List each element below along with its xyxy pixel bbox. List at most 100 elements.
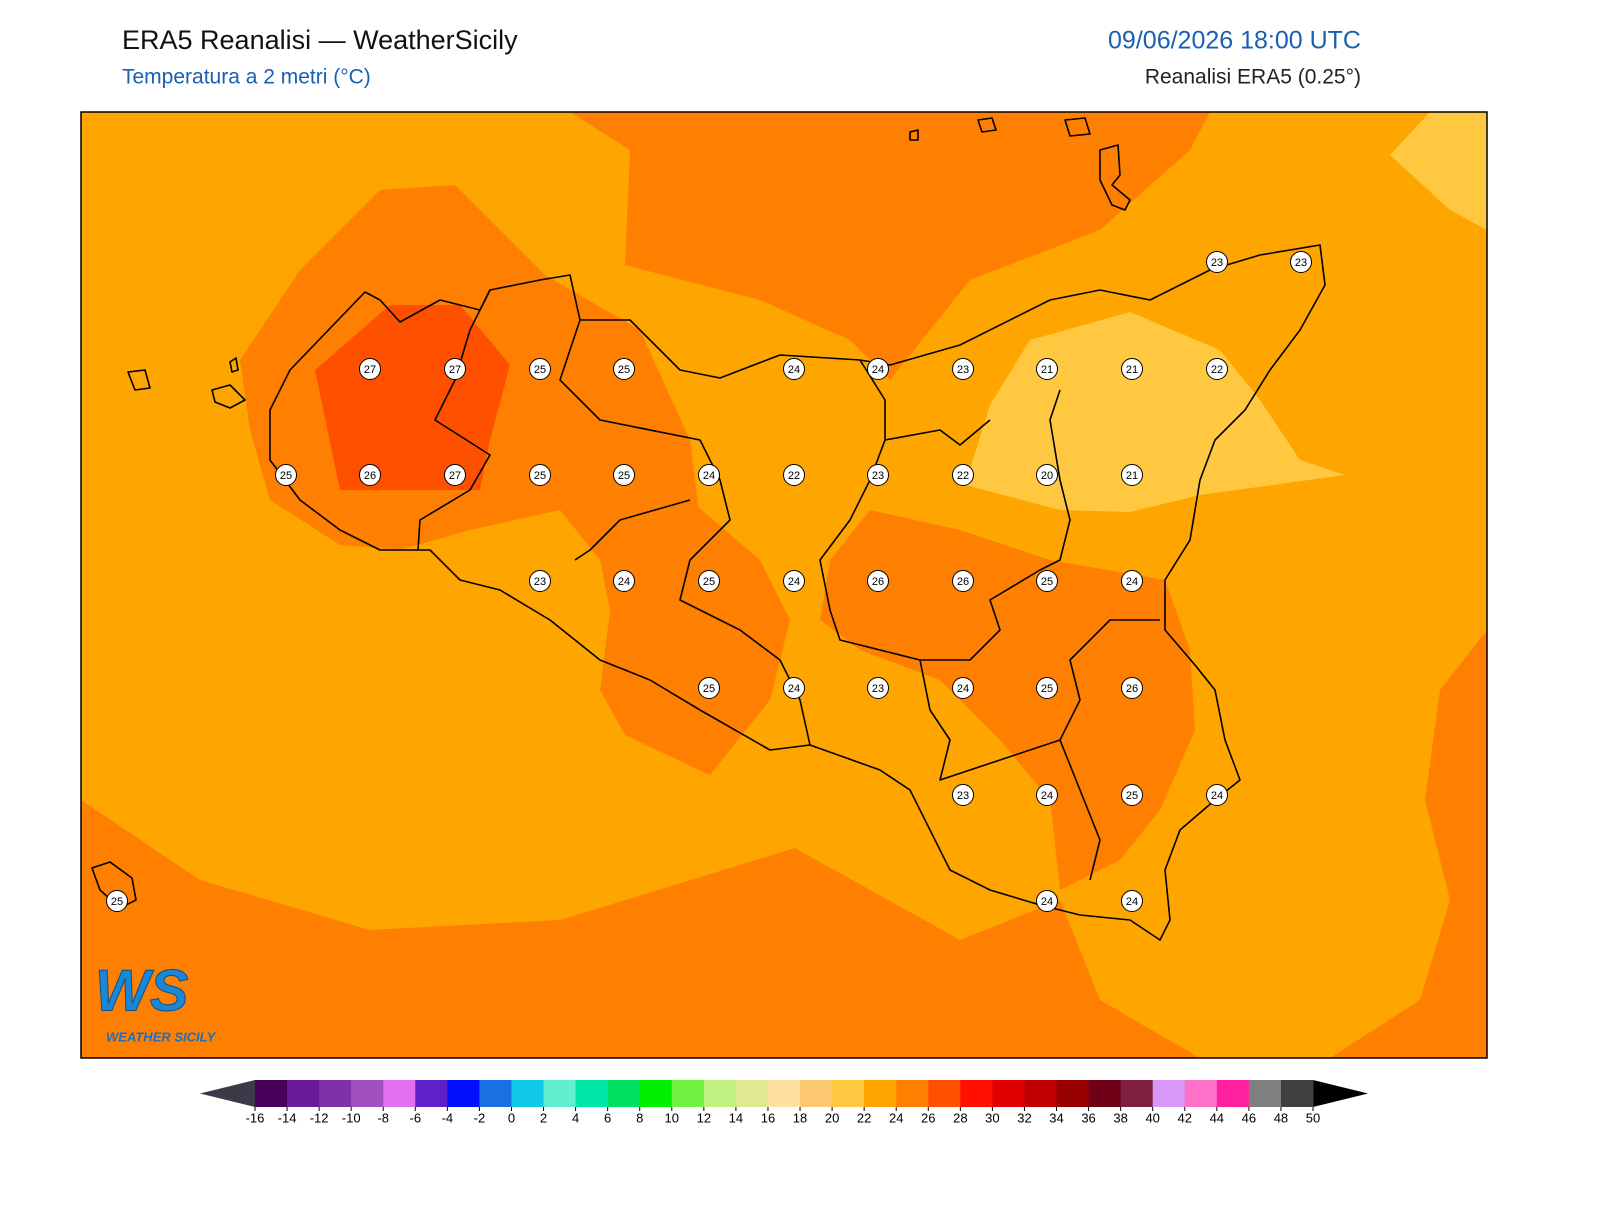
station-value: 26 bbox=[957, 576, 969, 588]
subtitle: Temperatura a 2 metri (°C) bbox=[122, 66, 371, 89]
colorbar-tick-label: 50 bbox=[1306, 1110, 1320, 1125]
station-marker bbox=[1121, 677, 1143, 699]
colorbar-bin bbox=[992, 1080, 1025, 1107]
station-marker bbox=[783, 464, 805, 486]
station-value: 24 bbox=[1126, 576, 1138, 588]
datetime: 09/06/2026 18:00 UTC bbox=[1108, 27, 1361, 55]
logo: WS WEATHER SICILY bbox=[95, 958, 217, 1045]
station-value: 27 bbox=[449, 470, 461, 482]
station-value: 23 bbox=[1211, 257, 1223, 269]
station-value: 23 bbox=[1295, 257, 1307, 269]
colorbar-bin bbox=[287, 1080, 320, 1107]
station-value: 23 bbox=[534, 576, 546, 588]
station-value: 24 bbox=[1126, 896, 1138, 908]
colorbar-bin bbox=[896, 1080, 929, 1107]
colorbar-bin bbox=[832, 1080, 865, 1107]
station-marker bbox=[1036, 890, 1058, 912]
station-value: 22 bbox=[957, 470, 969, 482]
colorbar-tick-label: 2 bbox=[540, 1110, 547, 1125]
colorbar-tick-label: 30 bbox=[985, 1110, 999, 1125]
contour-26-28 bbox=[315, 305, 510, 490]
station-marker bbox=[359, 358, 381, 380]
station-marker bbox=[783, 570, 805, 592]
station-marker bbox=[529, 358, 551, 380]
station-value: 24 bbox=[788, 683, 800, 695]
colorbar-bin bbox=[607, 1080, 641, 1107]
station-marker bbox=[952, 358, 974, 380]
colorbar-tick-label: 22 bbox=[857, 1110, 871, 1125]
colorbar-tick-label: 32 bbox=[1017, 1110, 1031, 1125]
colorbar-bin bbox=[447, 1080, 480, 1107]
station-value: 25 bbox=[618, 364, 630, 376]
station-marker bbox=[444, 464, 466, 486]
station-marker bbox=[275, 464, 297, 486]
station-marker bbox=[1206, 251, 1228, 273]
logo-mark: WS bbox=[95, 958, 189, 1023]
colorbar-tick-label: 34 bbox=[1049, 1110, 1063, 1125]
station-value: 24 bbox=[788, 364, 800, 376]
station-marker bbox=[698, 677, 720, 699]
map-frame bbox=[80, 111, 1488, 1059]
station-marker bbox=[698, 464, 720, 486]
station-value: 25 bbox=[534, 364, 546, 376]
station-marker bbox=[867, 677, 889, 699]
station-value: 20 bbox=[1041, 470, 1053, 482]
colorbar: -16 -14 -12 -10 -8 -6 -4 -2 0 2 4 6 8 10 12 14 16 18 20 22 2… bbox=[200, 1080, 1368, 1125]
colorbar-bin bbox=[703, 1080, 737, 1107]
colorbar-bin bbox=[543, 1080, 577, 1107]
colorbar-tick-label: 40 bbox=[1145, 1110, 1159, 1125]
colorbar-bin bbox=[639, 1080, 673, 1107]
colorbar-bin bbox=[1056, 1080, 1090, 1107]
colorbar-tick-label: -4 bbox=[442, 1110, 454, 1125]
colorbar-tick-label: 26 bbox=[921, 1110, 935, 1125]
colorbar-bin bbox=[351, 1080, 384, 1107]
coastline bbox=[269, 244, 1326, 941]
station-marker bbox=[867, 358, 889, 380]
colorbar-bin bbox=[671, 1080, 705, 1107]
station-value: 23 bbox=[957, 364, 969, 376]
colorbar-bin bbox=[1248, 1080, 1282, 1107]
station-value: 21 bbox=[1126, 364, 1138, 376]
station-marker bbox=[1036, 570, 1058, 592]
station-value: 23 bbox=[872, 470, 884, 482]
station-value: 26 bbox=[1126, 683, 1138, 695]
colorbar-tick-label: 12 bbox=[697, 1110, 711, 1125]
station-value: 24 bbox=[703, 470, 715, 482]
station-value: 26 bbox=[872, 576, 884, 588]
colorbar-bin bbox=[800, 1080, 833, 1107]
station-marker bbox=[1206, 784, 1228, 806]
colorbar-bin bbox=[383, 1080, 416, 1107]
colorbar-tick-label: -6 bbox=[410, 1110, 422, 1125]
colorbar-tick-label: 6 bbox=[604, 1110, 611, 1125]
station-marker bbox=[1121, 358, 1143, 380]
station-value: 22 bbox=[1211, 364, 1223, 376]
station-marker bbox=[1036, 464, 1058, 486]
colorbar-bin bbox=[735, 1080, 769, 1107]
contour-20-22 bbox=[965, 112, 1487, 512]
colorbar-tick-label: 42 bbox=[1178, 1110, 1192, 1125]
station-value: 25 bbox=[618, 470, 630, 482]
station-value: 23 bbox=[957, 790, 969, 802]
title: ERA5 Reanalisi — WeatherSicily bbox=[122, 25, 518, 55]
colorbar-tick-label: -2 bbox=[474, 1110, 486, 1125]
station-marker bbox=[613, 464, 635, 486]
station-value: 22 bbox=[788, 470, 800, 482]
colorbar-bin bbox=[1280, 1080, 1314, 1107]
station-marker bbox=[1121, 464, 1143, 486]
station-marker bbox=[529, 464, 551, 486]
colorbar-tick-label: -8 bbox=[377, 1110, 389, 1125]
station-value: 24 bbox=[957, 683, 969, 695]
station-value: 24 bbox=[788, 576, 800, 588]
station-marker bbox=[867, 570, 889, 592]
station-marker bbox=[952, 677, 974, 699]
station-value: 23 bbox=[872, 683, 884, 695]
colorbar-bin bbox=[1088, 1080, 1122, 1107]
station-marker bbox=[1036, 358, 1058, 380]
colorbar-tick-label: 20 bbox=[825, 1110, 839, 1125]
station-value: 25 bbox=[280, 470, 292, 482]
colorbar-bin bbox=[767, 1080, 801, 1107]
station-marker bbox=[1121, 784, 1143, 806]
colorbar-bin bbox=[479, 1080, 512, 1107]
station-value: 24 bbox=[1041, 896, 1053, 908]
